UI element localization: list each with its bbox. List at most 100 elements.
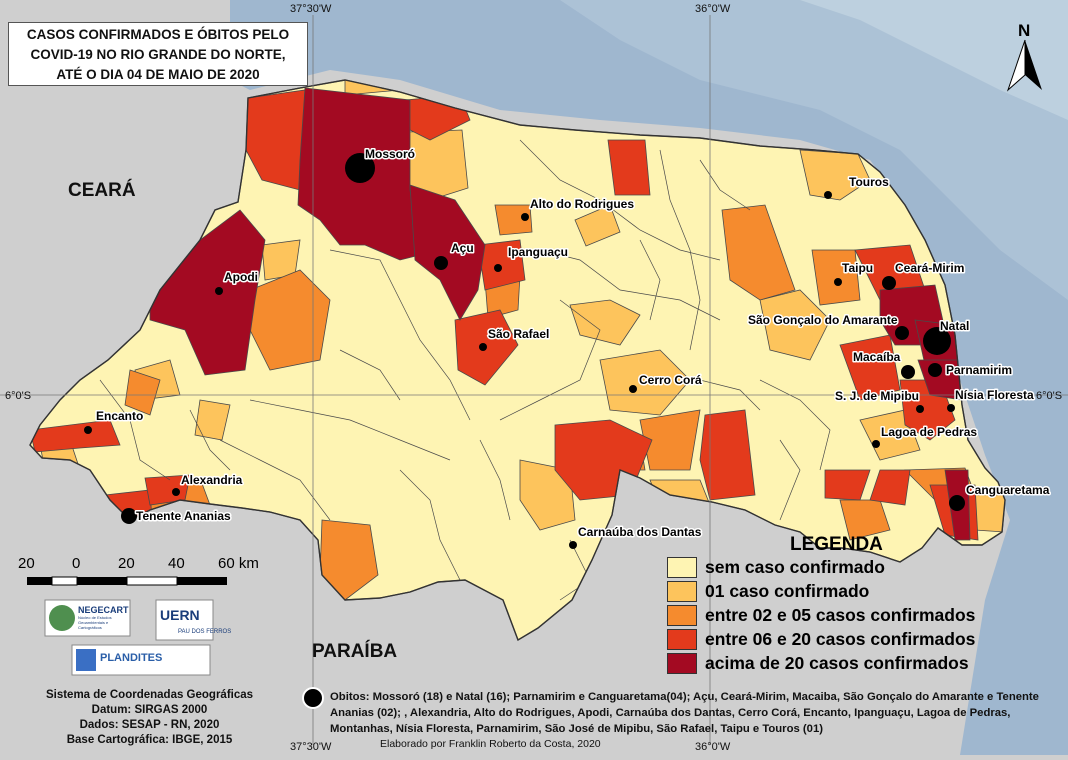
scale-label: 20 [118,555,135,572]
legend-item: sem caso confirmado [667,556,885,578]
meridian-label: 37°30'W [290,741,332,753]
city-label: Apodi [224,270,258,284]
title-line: ATÉ O DIA 04 DE MAIO DE 2020 [56,67,260,82]
deaths-text: Obitos: Mossoró (18) e Natal (16); Parna… [330,691,1039,735]
municipality [124,369,161,416]
municipality [759,289,831,361]
logo-negecart: NEGECART Núcleo de Estudos Geoambientais… [44,599,131,637]
boundary [539,249,721,321]
city-point [949,495,965,511]
city-label: São Rafael [488,327,549,341]
city-point [569,541,577,549]
info-line: Datum: SIRGAS 2000 [91,704,208,716]
deaths-marker-icon [302,687,324,709]
scale-bar: 20 0 20 40 60 km [18,555,259,586]
legend-swatch [667,604,697,626]
legend-label: sem caso confirmado [705,556,885,577]
meridian-label: 36°0'W [695,741,731,753]
uern-logo-text: UERN [160,607,200,623]
negecart-logo-text: NEGECART [78,605,129,615]
north-arrow-icon: N [1006,21,1042,92]
legend-swatch [667,628,697,650]
boundary [399,469,461,581]
plandites-logo-text: PLANDITES [100,652,162,664]
legend-title: LEGENDA [790,534,883,555]
north-arrow-label: N [1018,21,1030,40]
legend-item: entre 02 e 05 casos confirmados [667,604,975,626]
boundary [639,239,661,321]
city-point [215,287,223,295]
negecart-emblem-icon [49,605,75,631]
boundary [99,379,171,481]
municipal-boundaries [99,139,831,601]
city-label: São Gonçalo do Amarante [748,313,898,327]
class-06-20 [30,89,979,541]
title-line: CASOS CONFIRMADOS E ÓBITOS PELO [26,27,290,42]
municipality [574,204,621,247]
boundary [219,439,331,521]
uern-logo-box [155,599,214,641]
boundary [189,409,231,471]
legend-swatch [667,580,697,602]
region-label-paraiba: PARAÍBA [312,640,397,662]
city-point [521,213,529,221]
parallel-label: 6°0'S [1036,390,1062,402]
city-label: Lagoa de Pedras [881,425,977,439]
city-labels: Mossoró Alto do Rodrigues Touros Açu Ipa… [95,146,1052,541]
legend-label: acima de 20 casos confirmados [705,652,969,673]
scale-label: 60 km [218,555,259,572]
city-point [824,191,832,199]
uern-logo-subtext: PAU DOS FERROS [178,629,231,635]
city-point [629,385,637,393]
city-label: Natal [940,319,969,333]
scale-segment [177,577,227,585]
logo-uern: UERN PAU DOS FERROS [155,599,231,641]
city-label: Carnaúba dos Dantas [578,525,702,539]
credit-text: Elaborado por Franklin Roberto da Costa,… [380,738,601,750]
legend-item: 01 caso confirmado [667,580,869,602]
city-point-natal [923,327,951,355]
municipalities [30,80,1005,601]
city-label: Encanto [96,409,143,423]
boundary [659,149,701,351]
scale-segment [126,576,178,586]
city-label: Nísia Floresta [955,388,1034,402]
graticule-labels: 37°30'W 36°0'W 37°30'W 36°0'W 6°0'S 6°0'… [5,3,1062,753]
scale-label: 40 [168,555,185,572]
info-line: Dados: SESAP - RN, 2020 [79,719,220,731]
legend-label: entre 06 e 20 casos confirmados [705,628,976,649]
scale-segment [77,577,127,585]
municipality [839,499,891,541]
city-markers [84,153,965,549]
city-label: Touros [849,175,889,189]
city-label: S. J. de Mipibu [835,389,919,403]
city-label: Macaíba [853,350,901,364]
municipality [607,139,651,196]
municipality [149,209,266,376]
scale-label: 0 [72,555,80,572]
parallel-label: 6°0'S [5,390,31,402]
negecart-logo-subtext: Núcleo de Estudos Geoambientais e Cartog… [78,615,112,630]
boundary [779,439,801,521]
info-line: Base Cartográfica: IBGE, 2015 [66,734,233,746]
legend-swatch [667,556,697,578]
city-label: Ceará-Mirim [895,261,964,275]
boundary [479,439,511,521]
north-arrow-half [1006,39,1026,92]
map-title: CASOS CONFIRMADOS E ÓBITOS PELO COVID-19… [8,22,308,86]
meridian-label: 36°0'W [695,3,731,15]
city-label: Cerro Corá [639,373,702,387]
scale-segment [27,577,52,585]
boundary [329,249,471,421]
city-label: Tenente Ananias [136,509,231,523]
city-label: Ipanguaçu [508,245,568,259]
city-point [172,488,180,496]
city-label: Alexandria [181,473,243,487]
city-point [84,426,92,434]
boundary [699,159,751,211]
municipality [869,469,911,506]
title-line: COVID-19 NO RIO GRANDE DO NORTE, [30,47,286,62]
municipality [477,239,526,291]
city-label: Taipu [842,261,873,275]
municipality [494,204,533,236]
